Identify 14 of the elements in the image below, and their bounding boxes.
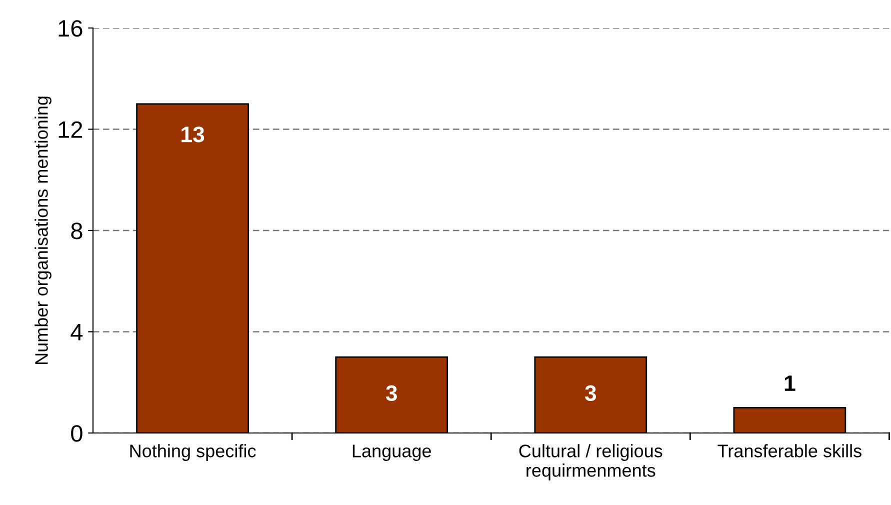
- data-label: 13: [182, 126, 204, 142]
- y-axis-title: Number organisations mentioning: [34, 96, 52, 364]
- y-tick-label: 12: [58, 121, 82, 138]
- x-tick-label: Language: [352, 444, 431, 461]
- y-tick-label: 0: [71, 425, 82, 442]
- y-tick-label: 8: [71, 222, 82, 240]
- y-tick-label: 4: [70, 324, 83, 340]
- data-label: 1: [784, 376, 796, 391]
- x-tick-label: Nothing specific: [130, 444, 256, 461]
- data-label: 3: [386, 385, 397, 402]
- x-tick-label: Transferable skills: [718, 444, 862, 458]
- x-tick-label: Cultural / religious requirmenments: [519, 444, 662, 480]
- data-label: 3: [584, 385, 596, 402]
- y-tick-label: 16: [58, 20, 82, 37]
